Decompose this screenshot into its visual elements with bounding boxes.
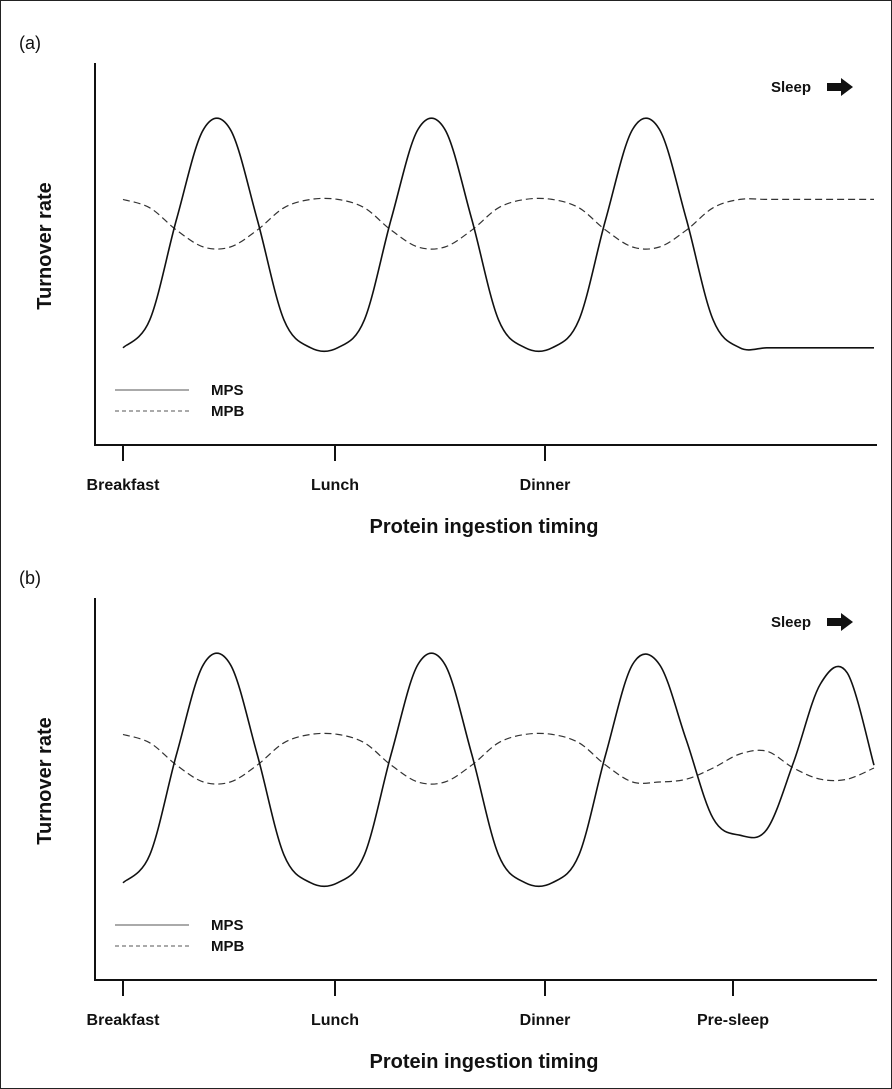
legend-mpb-label: MPB (211, 938, 245, 955)
x-axis-title: Protein ingestion timing (370, 1051, 599, 1073)
mpb-series-line (122, 732, 875, 785)
x-tick-label: Breakfast (87, 477, 161, 494)
mps-series-line (122, 652, 875, 888)
y-axis-title: Turnover rate (34, 182, 56, 309)
sleep-annotation: Sleep (771, 614, 811, 631)
legend-mps-label: MPS (211, 917, 244, 934)
x-tick-label: Dinner (520, 1012, 571, 1029)
mps-series-line (122, 117, 874, 353)
sleep-annotation: Sleep (771, 79, 811, 96)
legend-mps-label: MPS (211, 382, 244, 399)
x-tick-label: Lunch (311, 477, 359, 494)
x-tick-label: Pre-sleep (697, 1012, 769, 1029)
x-tick-label: Dinner (520, 477, 571, 494)
panel-b: (b) Turnover rate Protein ingestion timi… (19, 568, 877, 1073)
right-arrow-icon (827, 78, 853, 96)
panel-label: (b) (19, 568, 41, 588)
x-axis-title: Protein ingestion timing (370, 516, 599, 538)
mpb-series-line (122, 197, 874, 250)
x-tick-label: Breakfast (87, 1012, 161, 1029)
x-tick-label: Lunch (311, 1012, 359, 1029)
y-axis-title: Turnover rate (34, 717, 56, 844)
legend-mpb-label: MPB (211, 403, 245, 420)
panel-a: (a) Turnover rate Protein ingestion timi… (19, 33, 877, 538)
right-arrow-icon (827, 613, 853, 631)
panel-label: (a) (19, 33, 41, 53)
